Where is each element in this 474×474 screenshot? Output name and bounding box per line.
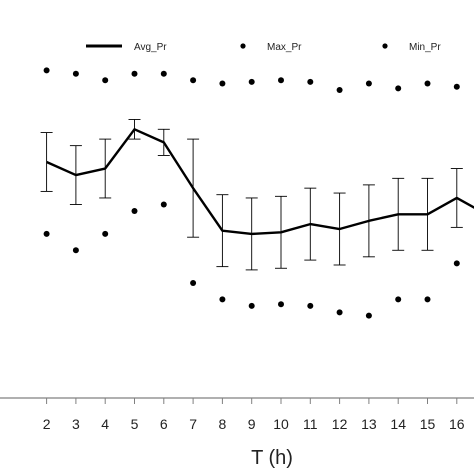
x-tick-label: 9 <box>248 416 256 432</box>
x-tick-label: 15 <box>420 416 436 432</box>
x-tick-label: 7 <box>189 416 197 432</box>
min-pr-point <box>190 279 197 286</box>
min-pr-point <box>248 302 255 309</box>
min-pr-point <box>160 201 167 208</box>
plot-area <box>40 67 474 319</box>
max-pr-point <box>248 78 255 85</box>
legend-max-label: Max_Pr <box>267 42 302 53</box>
legend: Avg_Pr Max_Pr Min_Pr <box>86 42 441 53</box>
x-tick-label: 6 <box>160 416 168 432</box>
x-axis-title: T (h) <box>251 447 293 469</box>
x-tick-label: 5 <box>131 416 139 432</box>
min-pr-point <box>102 230 109 237</box>
max-pr-point <box>336 87 343 94</box>
min-pr-point <box>278 301 284 308</box>
min-pr-point <box>131 208 138 215</box>
x-tick-label: 14 <box>390 416 406 432</box>
max-pr-point <box>160 70 167 77</box>
max-pr-point <box>395 85 402 92</box>
x-tick-label: 13 <box>361 416 377 432</box>
max-pr-point <box>219 80 226 87</box>
min-pr-point <box>336 309 343 316</box>
legend-min-swatch <box>382 43 388 49</box>
min-pr-point <box>219 296 226 303</box>
max-pr-point <box>307 78 314 85</box>
legend-avg-label: Avg_Pr <box>134 42 167 53</box>
x-axis-ticks: 2 3 4 5 6 7 8 9 10 11 12 13 14 15 16 <box>43 398 465 432</box>
legend-max-swatch <box>240 43 246 49</box>
x-tick-label: 11 <box>303 416 318 432</box>
max-pr-point <box>278 77 284 84</box>
max-pr-point <box>43 67 50 74</box>
min-pr-point <box>307 302 314 309</box>
min-pr-point <box>395 296 402 303</box>
x-tick-label: 8 <box>219 416 227 432</box>
max-pr-point <box>424 80 431 87</box>
max-pr-point <box>72 70 79 77</box>
x-tick-label: 12 <box>332 416 348 432</box>
avg-pr-line <box>46 128 474 236</box>
max-pr-point <box>102 77 109 84</box>
max-pr-point <box>131 70 138 77</box>
min-pr-point <box>424 296 431 303</box>
max-pr-point <box>365 80 372 87</box>
min-pr-point <box>72 247 79 254</box>
min-pr-point <box>453 260 460 267</box>
min-pr-point <box>365 312 372 319</box>
x-tick-label: 16 <box>449 416 465 432</box>
x-tick-label: 10 <box>273 416 289 432</box>
x-tick-label: 3 <box>72 416 80 432</box>
max-pr-point <box>190 77 197 84</box>
min-pr-point <box>43 230 50 237</box>
max-pr-point <box>453 83 460 90</box>
x-tick-label: 2 <box>43 416 51 432</box>
legend-min-label: Min_Pr <box>409 42 441 53</box>
error-bar <box>40 132 53 192</box>
x-tick-label: 4 <box>101 416 109 432</box>
